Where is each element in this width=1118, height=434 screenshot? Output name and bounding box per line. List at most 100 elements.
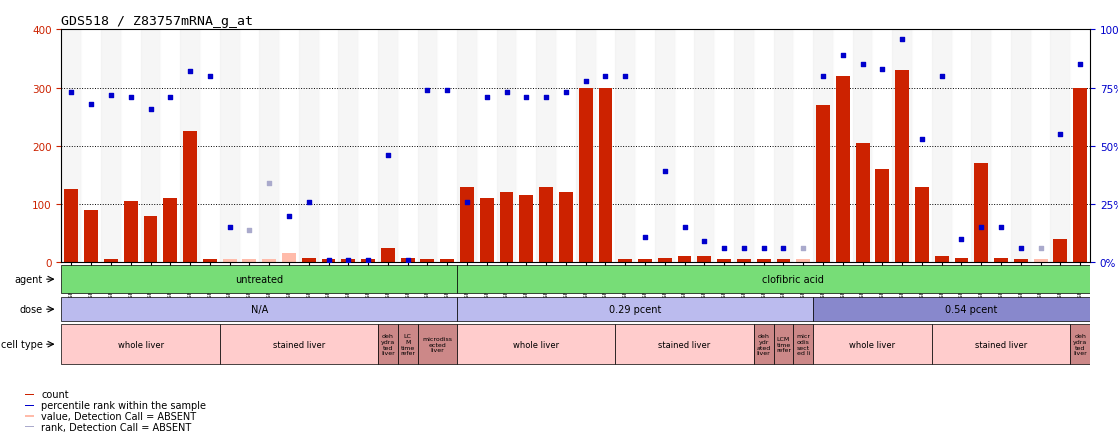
Point: [518, 94, 536, 101]
Text: 0.54 pcent: 0.54 pcent: [945, 305, 997, 314]
Point: [379, 152, 397, 159]
Bar: [754, 30, 774, 263]
Bar: [972, 30, 992, 263]
Bar: [457, 30, 477, 263]
Bar: [714, 30, 735, 263]
Point: [794, 245, 812, 252]
Point: [953, 236, 970, 243]
Bar: [341, 260, 356, 263]
Bar: [638, 260, 652, 263]
Text: stained liver: stained liver: [975, 340, 1027, 349]
Bar: [537, 30, 556, 263]
Bar: [855, 144, 870, 263]
Text: cell type: cell type: [1, 339, 42, 349]
Bar: [813, 30, 833, 263]
Bar: [912, 30, 931, 263]
Text: LC
M
time
refer: LC M time refer: [400, 333, 415, 355]
Bar: [694, 30, 714, 263]
Bar: [1034, 260, 1048, 263]
Bar: [143, 216, 158, 263]
Bar: [124, 202, 138, 263]
Bar: [735, 30, 754, 263]
Bar: [559, 193, 572, 263]
Bar: [931, 30, 951, 263]
Text: whole liver: whole liver: [117, 340, 163, 349]
Bar: [757, 260, 770, 263]
Bar: [718, 260, 731, 263]
Bar: [163, 199, 178, 263]
Bar: [243, 260, 256, 263]
Bar: [955, 258, 968, 263]
Point: [1051, 132, 1069, 138]
Bar: [951, 30, 972, 263]
Point: [498, 89, 515, 96]
Bar: [754, 324, 774, 365]
Point: [1071, 62, 1089, 69]
Bar: [1090, 324, 1110, 365]
Text: stained liver: stained liver: [659, 340, 711, 349]
Bar: [457, 298, 813, 321]
Bar: [299, 30, 319, 263]
Bar: [457, 266, 1118, 293]
Point: [932, 73, 950, 80]
Bar: [220, 324, 378, 365]
Bar: [615, 324, 754, 365]
Bar: [915, 187, 929, 263]
Bar: [974, 164, 988, 263]
Bar: [931, 324, 1070, 365]
Bar: [420, 260, 434, 263]
Bar: [618, 260, 632, 263]
Bar: [203, 260, 217, 263]
Point: [577, 78, 595, 85]
Bar: [992, 30, 1011, 263]
Bar: [517, 30, 537, 263]
Point: [775, 245, 793, 252]
Bar: [576, 30, 596, 263]
Bar: [496, 30, 517, 263]
Text: value, Detection Call = ABSENT: value, Detection Call = ABSENT: [41, 411, 197, 421]
Text: whole liver: whole liver: [513, 340, 559, 349]
Bar: [556, 30, 576, 263]
Point: [1032, 245, 1050, 252]
Text: dose: dose: [19, 305, 42, 314]
Point: [280, 213, 297, 220]
Text: LCM
time
refer: LCM time refer: [776, 336, 790, 353]
Bar: [875, 170, 889, 263]
Bar: [853, 30, 872, 263]
Bar: [437, 30, 457, 263]
Bar: [774, 324, 794, 365]
Bar: [994, 258, 1008, 263]
Bar: [579, 89, 593, 263]
Text: micr
odis
sect
ed li: micr odis sect ed li: [1112, 333, 1118, 355]
Bar: [1073, 89, 1087, 263]
Bar: [25, 426, 34, 427]
Bar: [477, 30, 496, 263]
Point: [122, 94, 140, 101]
Point: [63, 89, 80, 96]
Point: [834, 53, 852, 59]
Point: [260, 180, 278, 187]
Point: [418, 87, 436, 94]
Point: [220, 224, 238, 231]
Bar: [378, 30, 398, 263]
Point: [616, 73, 634, 80]
Bar: [121, 30, 141, 263]
Text: 0.29 pcent: 0.29 pcent: [609, 305, 662, 314]
Bar: [84, 210, 98, 263]
Bar: [361, 260, 375, 263]
Bar: [1011, 30, 1031, 263]
Bar: [398, 324, 417, 365]
Bar: [872, 30, 892, 263]
Point: [102, 92, 120, 99]
Bar: [892, 30, 912, 263]
Bar: [302, 258, 315, 263]
Point: [161, 94, 179, 101]
Bar: [417, 30, 437, 263]
Bar: [833, 30, 853, 263]
Point: [597, 73, 615, 80]
Bar: [500, 193, 513, 263]
Bar: [1031, 30, 1051, 263]
Point: [181, 69, 199, 76]
Text: deh
ydra
ted
liver: deh ydra ted liver: [1073, 333, 1088, 355]
Point: [755, 245, 773, 252]
